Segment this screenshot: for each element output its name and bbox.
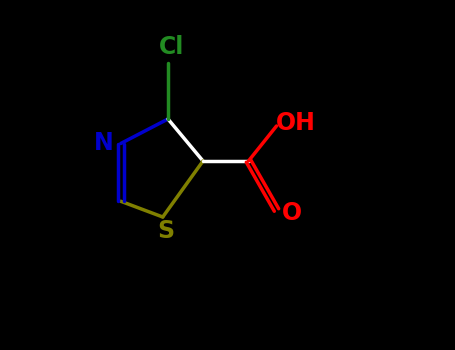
Text: N: N [93,132,113,155]
Text: OH: OH [276,111,316,134]
Text: S: S [158,219,175,243]
Text: O: O [282,202,302,225]
Text: Cl: Cl [159,35,184,59]
